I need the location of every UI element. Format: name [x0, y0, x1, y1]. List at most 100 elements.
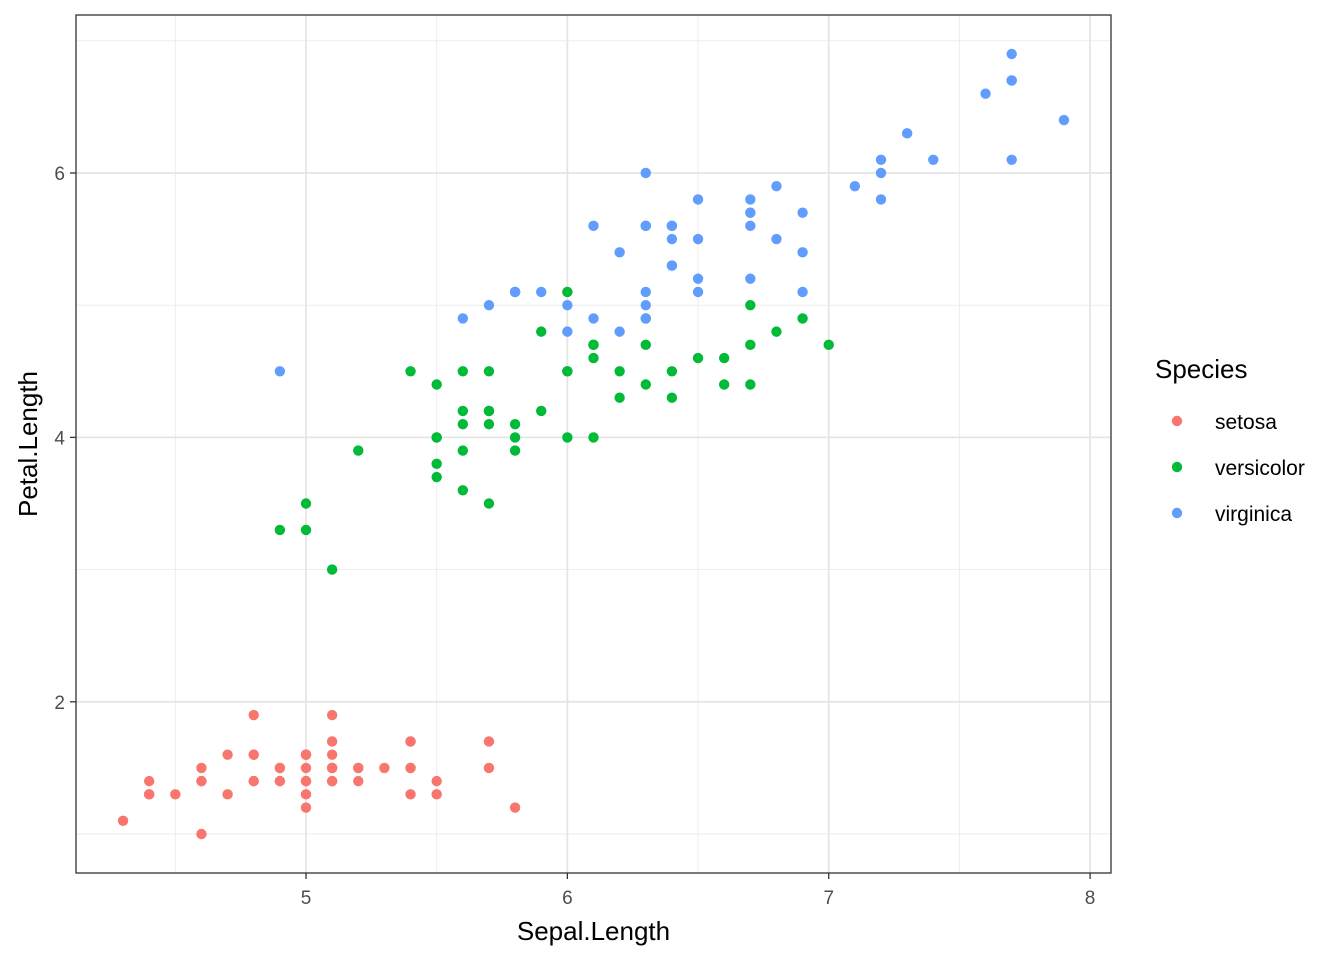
data-point: [980, 88, 991, 99]
data-point: [771, 233, 782, 245]
data-point: [692, 233, 704, 245]
data-point: [117, 815, 129, 826]
data-point: [405, 366, 416, 377]
data-point: [483, 762, 495, 774]
data-point: [640, 313, 651, 324]
data-point: [300, 498, 312, 509]
data-point: [196, 762, 207, 774]
data-point: [300, 762, 312, 774]
data-point: [457, 405, 469, 417]
data-point: [1006, 48, 1017, 60]
data-point: [300, 524, 312, 536]
data-point: [640, 379, 651, 390]
data-point: [326, 775, 338, 787]
series-versicolor: [274, 286, 834, 575]
data-point: [1006, 75, 1017, 86]
y-tick-label: 2: [54, 693, 65, 714]
data-point: [300, 775, 312, 787]
data-point: [222, 749, 233, 760]
data-point: [875, 167, 887, 179]
legend-item-setosa: setosa: [1171, 411, 1277, 434]
data-point: [483, 405, 495, 417]
data-point: [1006, 154, 1017, 165]
data-point: [300, 789, 312, 800]
data-point: [431, 789, 442, 800]
data-point: [431, 775, 442, 787]
data-point: [326, 762, 338, 774]
series-setosa: [117, 709, 521, 840]
data-point: [562, 326, 573, 337]
data-point: [745, 273, 756, 284]
data-point: [196, 828, 207, 840]
data-point: [326, 564, 338, 575]
data-point: [614, 247, 625, 258]
legend-item-versicolor: versicolor: [1171, 457, 1305, 480]
data-point: [274, 762, 286, 774]
data-point: [666, 366, 678, 377]
x-axis: 5 6 7 8: [301, 873, 1095, 909]
data-point: [483, 498, 495, 509]
data-point: [457, 313, 469, 324]
data-point: [457, 418, 469, 430]
data-point: [326, 709, 338, 721]
data-point: [666, 233, 678, 245]
data-point: [536, 286, 547, 298]
minor-gridlines: [76, 15, 1111, 873]
data-point: [562, 366, 573, 377]
x-tick-label: 5: [301, 888, 312, 909]
series-virginica: [274, 48, 1070, 377]
data-point: [274, 775, 286, 787]
data-point: [431, 458, 442, 470]
y-axis-title: Petal.Length: [13, 371, 43, 517]
data-point: [718, 379, 730, 390]
data-point: [379, 762, 390, 774]
data-point: [353, 445, 364, 456]
data-point: [431, 432, 442, 443]
y-tick-label: 4: [54, 428, 65, 449]
data-point: [300, 749, 312, 760]
data-point: [483, 366, 495, 377]
data-point: [666, 260, 678, 271]
data-point: [248, 775, 259, 787]
data-point: [797, 207, 808, 218]
data-point: [823, 339, 834, 351]
x-axis-title: Sepal.Length: [517, 916, 670, 946]
data-point: [640, 167, 651, 179]
data-point: [875, 194, 887, 205]
data-point: [771, 181, 782, 192]
data-point: [745, 194, 756, 205]
data-point: [353, 775, 364, 787]
data-point: [509, 286, 521, 298]
data-point: [745, 299, 756, 311]
legend: Species setosa versicolor virginica: [1155, 354, 1305, 526]
data-point: [143, 775, 155, 787]
data-point: [248, 749, 259, 760]
data-point: [640, 339, 651, 351]
data-point: [536, 326, 547, 337]
data-point: [170, 789, 181, 800]
data-point: [588, 220, 599, 232]
data-point: [745, 220, 756, 232]
data-point: [640, 286, 651, 298]
legend-item-virginica: virginica: [1171, 503, 1292, 526]
data-point: [666, 220, 678, 232]
legend-label: virginica: [1215, 503, 1292, 526]
data-point: [405, 736, 416, 747]
x-tick-label: 6: [562, 888, 573, 909]
major-gridlines: [76, 15, 1111, 873]
y-axis: 2 4 6: [54, 164, 76, 714]
data-point: [274, 366, 286, 377]
data-point: [614, 392, 625, 403]
data-point: [849, 181, 861, 192]
data-point: [509, 445, 521, 456]
data-point: [431, 379, 442, 390]
data-point: [745, 339, 756, 351]
legend-key: [1171, 507, 1183, 519]
y-tick-label: 6: [54, 164, 65, 185]
data-point: [483, 299, 495, 311]
data-point: [326, 749, 338, 760]
data-point: [875, 154, 887, 165]
data-points: [117, 48, 1070, 840]
data-point: [692, 286, 704, 298]
